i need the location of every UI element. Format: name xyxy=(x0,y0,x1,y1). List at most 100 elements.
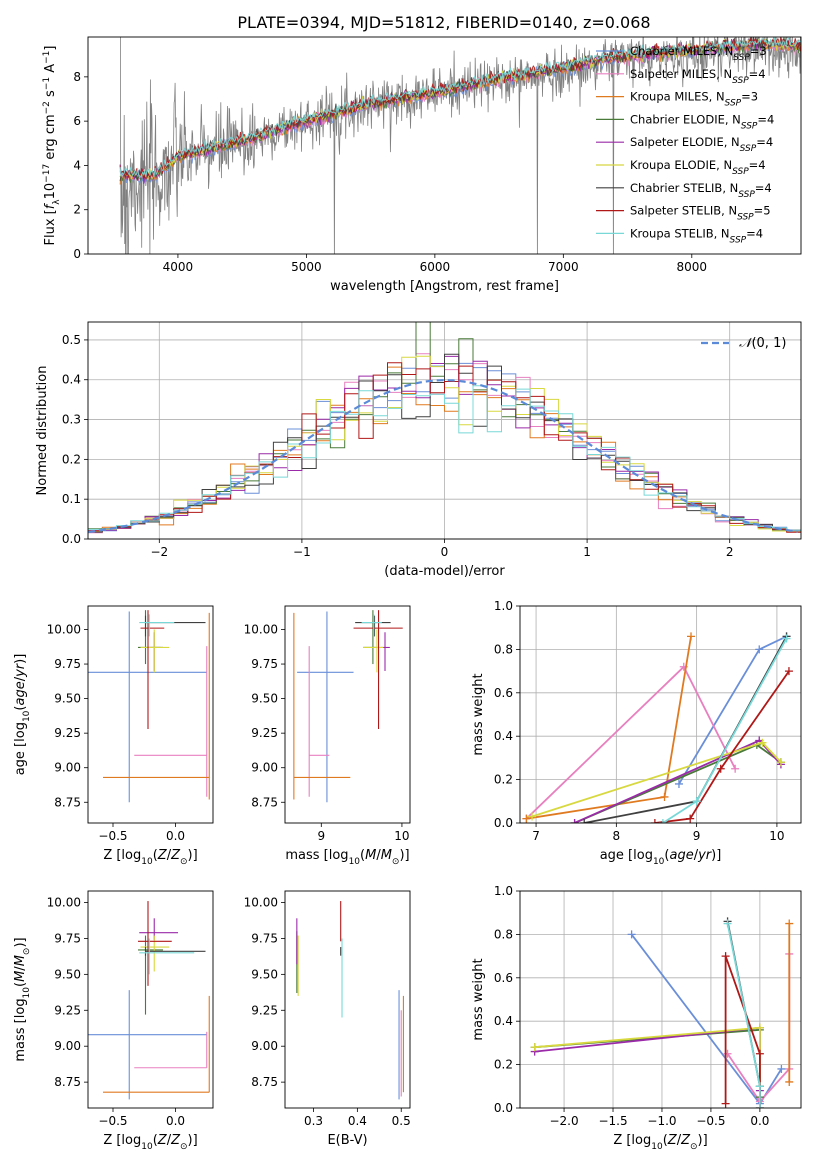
x-axis-label: (data-model)/error xyxy=(384,564,505,579)
marker-chabrier-miles xyxy=(674,779,683,788)
marker-kroupa-stelib xyxy=(692,797,701,806)
tick-label-y: 10.00 xyxy=(47,895,81,909)
panel-mass-weight-vs-z: −2.0 −1.5 −1.0 −0.5 0.0 0.0 0.2 0.4 0.6 0.8 1.0 Z [… xyxy=(471,884,802,1152)
tick-label-x: −2 xyxy=(150,545,168,559)
marker-kroupa-miles xyxy=(522,814,531,823)
tick-label-x: 4000 xyxy=(163,260,194,274)
age-vs-z-plot-area xyxy=(88,610,210,803)
legend-label-normal: 𝒩(0, 1) xyxy=(739,336,786,351)
tick-label-x: −1.5 xyxy=(598,1114,627,1128)
tick-label-x: −0.5 xyxy=(98,1114,127,1128)
tick-label-y: 0 xyxy=(73,247,81,261)
marker-kroupa-stelib xyxy=(755,1104,764,1108)
tick-label-y: 0.5 xyxy=(62,333,81,347)
plot-frame xyxy=(284,890,411,1109)
tick-label-y: 1.0 xyxy=(494,599,513,613)
tick-label-y: 9.75 xyxy=(251,657,278,671)
y-axis-label: mass weight xyxy=(471,958,486,1040)
tick-label-y: 10.00 xyxy=(47,622,81,636)
tick-label-x: −0.5 xyxy=(98,829,127,843)
legend-label-salpeter-stelib: Salpeter STELIB, NSSP=5 xyxy=(630,204,771,223)
tick-label-x: 10 xyxy=(394,829,409,843)
tick-label-y: 0.6 xyxy=(494,686,513,700)
tick-label-x: −1 xyxy=(293,545,311,559)
plot-frame xyxy=(87,36,802,255)
panel-age-vs-z: −0.5 0.0 8.75 9.00 9.25 9.50 9.75 10.00 Z [log10… xyxy=(13,605,214,867)
marker-kroupa-stelib xyxy=(755,1082,764,1091)
tick-label-y: 8.75 xyxy=(54,795,81,809)
tick-label-x: 0 xyxy=(441,545,449,559)
marker-kroupa-elodie xyxy=(755,1023,764,1032)
tick-label-y: 0.0 xyxy=(494,816,513,830)
tick-label-y: 0.6 xyxy=(494,971,513,985)
tick-label-x: 6000 xyxy=(420,260,451,274)
tick-label-y: 0.8 xyxy=(494,927,513,941)
marker-salpeter-stelib xyxy=(716,764,725,773)
x-axis-label: Z [log10(Z/Z⊙)] xyxy=(103,848,197,867)
marker-salpeter-stelib xyxy=(686,814,695,823)
marker-salpeter-stelib xyxy=(650,819,659,823)
tick-label-x: 2 xyxy=(726,545,734,559)
marker-kroupa-miles xyxy=(660,792,669,801)
tick-label-y: 8.75 xyxy=(54,1075,81,1089)
tick-label-x: 9 xyxy=(693,829,701,843)
legend-label-kroupa-stelib: Kroupa STELIB, NSSP=4 xyxy=(630,226,763,245)
tick-label-y: 0.4 xyxy=(494,1014,513,1028)
legend-label-chabrier-miles: Chabrier MILES, NSSP=3 xyxy=(630,44,767,63)
tick-label-y: 8.75 xyxy=(251,1075,278,1089)
marker-kroupa-elodie xyxy=(528,812,537,821)
panel-age-vs-mass: 9 10 8.75 9.00 9.25 9.50 9.75 10.00 mass [log10(… xyxy=(244,605,411,867)
tick-label-y: 8.75 xyxy=(251,795,278,809)
tick-label-x: 1 xyxy=(583,545,591,559)
mass-weight-vs-age-plot-area xyxy=(522,632,793,823)
tick-label-y: 8 xyxy=(73,70,81,84)
tick-label-x: 0.0 xyxy=(166,1114,185,1128)
marker-salpeter-stelib xyxy=(721,1099,730,1108)
mass-vs-z-plot-area xyxy=(88,901,210,1100)
y-axis-label: age [log10(age/yr)] xyxy=(13,654,32,776)
line-salpeter-stelib xyxy=(724,955,761,1108)
tick-label-y: 9.00 xyxy=(54,761,81,775)
legend-label-chabrier-elodie: Chabrier ELODIE, NSSP=4 xyxy=(630,112,774,131)
marker-kroupa-miles xyxy=(687,632,696,641)
tick-label-y: 0.4 xyxy=(494,729,513,743)
tick-label-y: 0.0 xyxy=(62,532,81,546)
plot-frame xyxy=(87,890,214,1109)
tick-label-y: 9.50 xyxy=(251,967,278,981)
figure-title: PLATE=0394, MJD=51812, FIBERID=0140, z=0… xyxy=(237,13,650,32)
histogram-kroupa-stelib xyxy=(88,385,801,536)
marker-chabrier-stelib xyxy=(580,819,589,823)
tick-label-y: 0.2 xyxy=(494,1058,513,1072)
tick-label-x: 10 xyxy=(769,829,784,843)
y-axis-label: mass [log10(M/M⊙)] xyxy=(13,937,32,1061)
marker-kroupa-miles xyxy=(785,919,794,928)
tick-label-y: 6 xyxy=(73,114,81,128)
tick-label-x: 0.4 xyxy=(348,1114,367,1128)
tick-label-y: 9.25 xyxy=(251,726,278,740)
model-spectrum-kroupa-stelib xyxy=(119,37,801,179)
tick-label-x: 8 xyxy=(613,829,621,843)
marker-salpeter-stelib xyxy=(755,1049,764,1058)
tick-label-x: 0.3 xyxy=(304,1114,323,1128)
legend-label-salpeter-elodie: Salpeter ELODIE, NSSP=4 xyxy=(630,135,773,154)
mass-weight-vs-z-plot-area xyxy=(530,917,794,1108)
tick-label-y: 0.8 xyxy=(494,642,513,656)
marker-kroupa-elodie xyxy=(530,1043,539,1052)
tick-label-y: 0.2 xyxy=(62,452,81,466)
tick-label-x: −2.0 xyxy=(549,1114,578,1128)
legend-label-kroupa-miles: Kroupa MILES, NSSP=3 xyxy=(630,90,758,109)
marker-salpeter-stelib xyxy=(784,667,793,676)
tick-label-x: −1.0 xyxy=(647,1114,676,1128)
panels: 4000 5000 6000 7000 8000 0 2 4 6 8 wavelength [Ang… xyxy=(13,36,802,1152)
marker-kroupa-miles xyxy=(785,1077,794,1086)
y-axis-label: Flux [fλ10−17 erg cm−2 s−1 A−1] xyxy=(42,46,62,246)
x-axis-label: age [log10(age/yr)] xyxy=(600,848,722,867)
tick-label-y: 10.00 xyxy=(244,895,278,909)
legend-label-kroupa-elodie: Kroupa ELODIE, NSSP=4 xyxy=(630,158,766,177)
tick-label-y: 10.00 xyxy=(244,622,278,636)
tick-label-x: 5000 xyxy=(291,260,322,274)
tick-label-y: 9.50 xyxy=(54,692,81,706)
plot-frame xyxy=(519,605,802,824)
normal-curve xyxy=(88,379,799,534)
tick-label-y: 9.00 xyxy=(251,761,278,775)
